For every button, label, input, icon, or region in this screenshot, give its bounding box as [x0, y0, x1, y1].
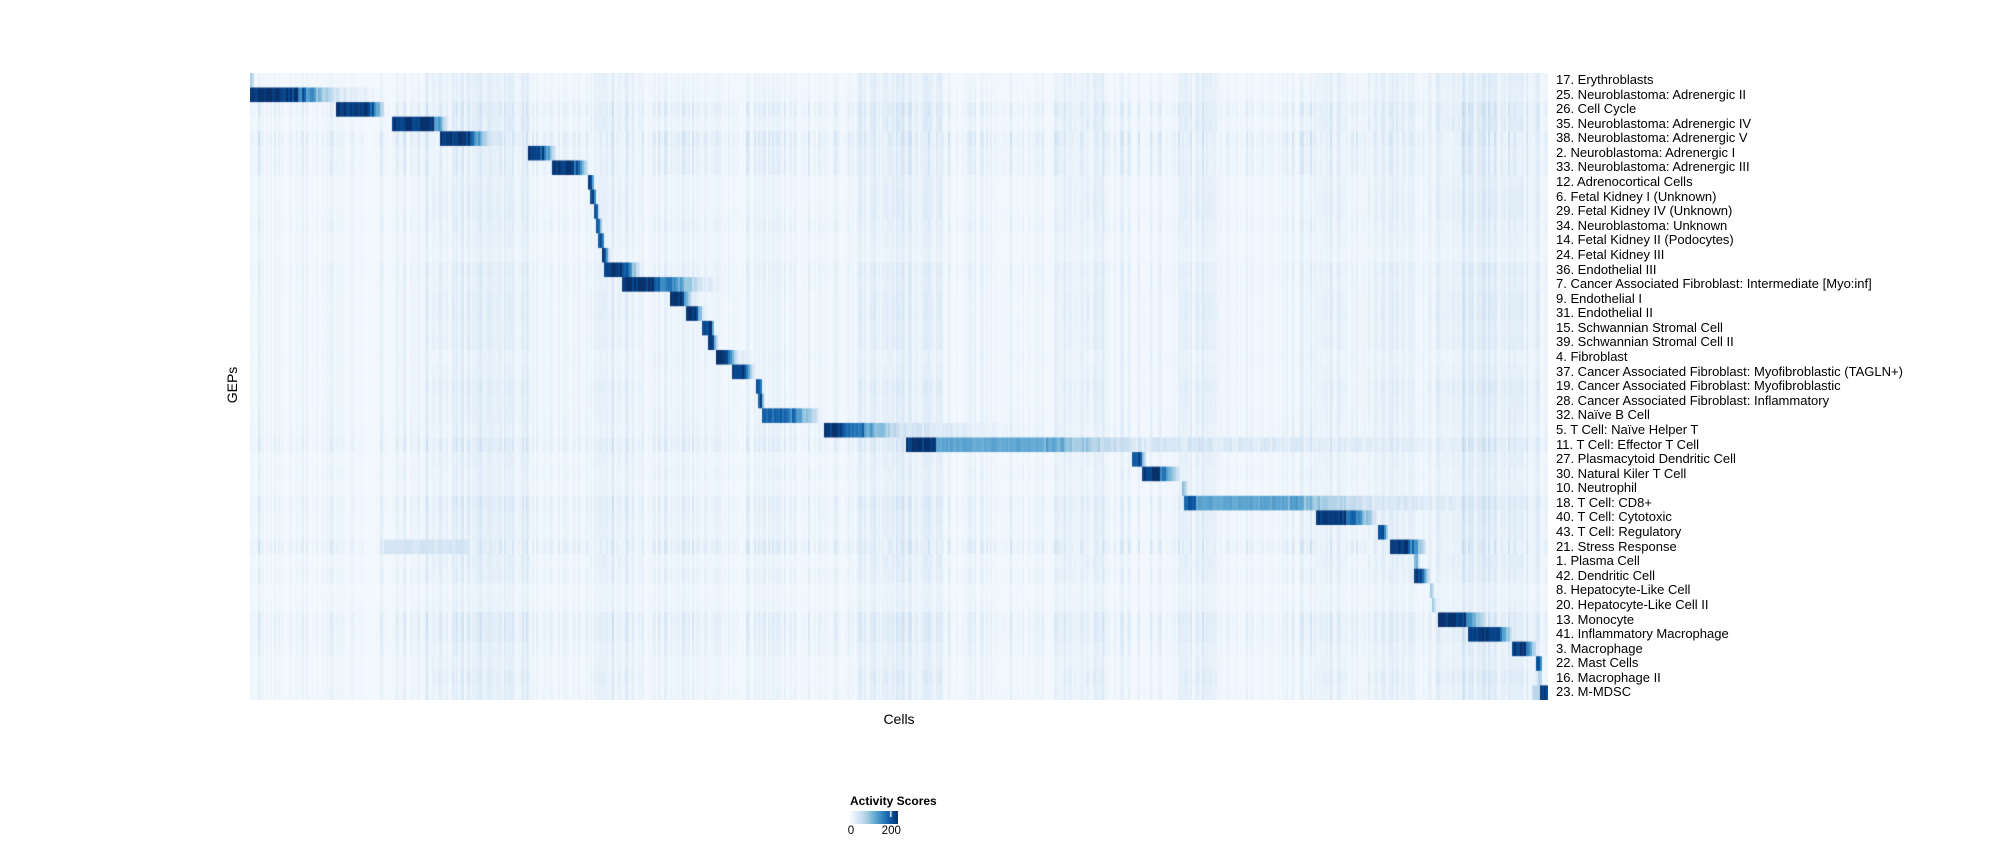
- row-label: 31. Endothelial II: [1556, 305, 1653, 321]
- row-label: 33. Neuroblastoma: Adrenergic III: [1556, 159, 1750, 175]
- row-label: 16. Macrophage II: [1556, 669, 1661, 685]
- row-label: 39. Schwannian Stromal Cell II: [1556, 334, 1734, 350]
- row-label: 14. Fetal Kidney II (Podocytes): [1556, 232, 1734, 248]
- colorbar-min-label: 0: [847, 825, 855, 837]
- row-label: 9. Endothelial I: [1556, 290, 1643, 306]
- row-label: 28. Cancer Associated Fibroblast: Inflam…: [1556, 392, 1830, 408]
- row-label: 13. Monocyte: [1556, 611, 1635, 627]
- row-label: 40. T Cell: Cytotoxic: [1556, 509, 1672, 525]
- row-label: 3. Macrophage: [1556, 640, 1643, 656]
- row-label: 29. Fetal Kidney IV (Unknown): [1556, 203, 1733, 219]
- colorbar-legend: Activity Scores 0 200: [847, 794, 1010, 838]
- row-label: 38. Neuroblastoma: Adrenergic V: [1556, 130, 1748, 146]
- row-label: 42. Dendritic Cell: [1556, 567, 1655, 583]
- y-axis-label: GEPs: [224, 366, 240, 404]
- x-axis-label: Cells: [883, 711, 915, 727]
- row-label: 12. Adrenocortical Cells: [1556, 174, 1693, 190]
- row-label: 32. Naïve B Cell: [1556, 407, 1650, 423]
- row-label: 5. T Cell: Naïve Helper T: [1556, 421, 1699, 437]
- row-label: 36. Endothelial III: [1556, 261, 1657, 277]
- row-label: 11. T Cell: Effector T Cell: [1556, 436, 1700, 452]
- row-label: 22. Mast Cells: [1556, 655, 1639, 671]
- row-label: 20. Hepatocyte-Like Cell II: [1556, 596, 1709, 612]
- row-label: 25. Neuroblastoma: Adrenergic II: [1556, 86, 1747, 102]
- row-label: 2. Neuroblastoma: Adrenergic I: [1556, 144, 1736, 160]
- colorbar-max-label: 200: [881, 825, 901, 837]
- row-label: 23. M-MDSC: [1556, 684, 1632, 700]
- row-label: 30. Natural Kiler T Cell: [1556, 465, 1687, 481]
- colorbar-gradient: [850, 811, 898, 824]
- colorbar-tick-labels: 0 200: [847, 824, 901, 838]
- colorbar-title: Activity Scores: [850, 794, 937, 808]
- row-label: 8. Hepatocyte-Like Cell: [1556, 582, 1691, 598]
- row-label: 41. Inflammatory Macrophage: [1556, 626, 1729, 642]
- row-label: 37. Cancer Associated Fibroblast: Myofib…: [1556, 363, 1903, 379]
- row-label: 34. Neuroblastoma: Unknown: [1556, 217, 1728, 233]
- row-label: 17. Erythroblasts: [1556, 72, 1654, 87]
- row-label: 18. T Cell: CD8+: [1556, 494, 1652, 510]
- row-label: 26. Cell Cycle: [1556, 101, 1637, 117]
- row-label: 7. Cancer Associated Fibroblast: Interme…: [1556, 276, 1872, 292]
- heatmap: [250, 73, 1548, 700]
- row-label: 10. Neutrophil: [1556, 480, 1637, 496]
- row-label: 21. Stress Response: [1556, 538, 1677, 554]
- row-label: 4. Fibroblast: [1556, 349, 1628, 365]
- row-label: 15. Schwannian Stromal Cell: [1556, 319, 1723, 335]
- row-label: 24. Fetal Kidney III: [1556, 246, 1665, 262]
- row-label: 19. Cancer Associated Fibroblast: Myofib…: [1556, 378, 1841, 394]
- row-label: 35. Neuroblastoma: Adrenergic IV: [1556, 115, 1752, 131]
- row-label: 27. Plasmacytoid Dendritic Cell: [1556, 451, 1736, 467]
- y-axis-tick-labels: 17. Erythroblasts 25. Neuroblastoma: Adre…: [1556, 72, 1996, 700]
- row-label: 6. Fetal Kidney I (Unknown): [1556, 188, 1717, 204]
- row-label: 1. Plasma Cell: [1556, 553, 1640, 569]
- row-label: 43. T Cell: Regulatory: [1556, 524, 1682, 540]
